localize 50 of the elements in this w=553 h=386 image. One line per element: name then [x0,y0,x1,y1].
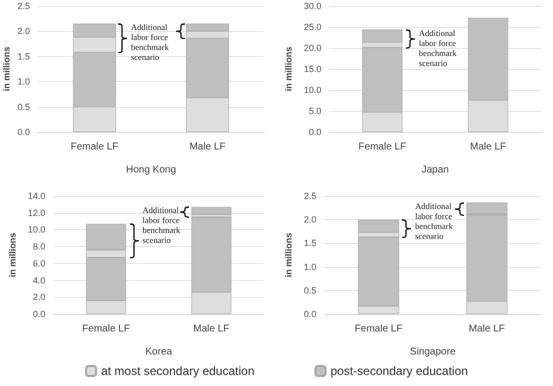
x-tick-label: Female LF [70,142,118,152]
y-tick-label: 0.0 [17,127,30,137]
y-tick-label: 2.0 [32,292,46,302]
x-tick-label: Male LF [193,324,230,334]
y-tick-label: 4.0 [32,275,46,286]
y-tick-label: 2.0 [304,214,316,225]
y-tick-label: 30.0 [304,1,322,11]
y-tick-label: 1.5 [17,51,30,62]
annotation: Additional labor force benchmark scenario [142,204,182,245]
x-axis-title: Korea [145,346,172,358]
legend-label: at most secondary education [101,364,254,378]
y-tick-label: 1.0 [17,76,30,87]
y-tick-label: 2.5 [304,191,316,201]
annotation: Additional labor force benchmark scenario [418,28,458,68]
y-tick-label: 5.0 [308,106,322,116]
annotation: Additional labor force benchmark scenario [415,200,454,241]
y-axis-title: in millions [284,46,294,92]
x-tick-label: Male LF [468,324,505,334]
x-axis-title: Hong Kong [126,164,176,176]
y-tick-label: 2.0 [17,26,30,36]
y-axis-title: in millions [8,232,18,278]
y-tick-label: 2.5 [17,1,30,11]
y-tick-label: 0.0 [32,309,46,319]
y-axis-title: in millions [284,232,294,278]
x-tick-label: Male LF [470,142,506,152]
y-tick-label: 20.0 [304,43,322,53]
y-axis-title: in millions [2,46,12,92]
y-tick-label: 0.5 [304,285,316,296]
y-tick-label: 10.0 [28,224,46,235]
x-tick-label: Male LF [189,142,226,152]
y-tick-label: 8.0 [32,242,46,252]
y-tick-label: 0.5 [17,102,30,112]
y-tick-label: 0.0 [308,127,322,137]
y-tick-label: 12.0 [28,208,46,218]
y-tick-label: 25.0 [304,22,322,32]
x-tick-label: Female LF [82,324,130,334]
legend-label: post-secondary education [330,364,468,378]
y-tick-label: 6.0 [32,258,46,268]
x-tick-label: Female LF [354,324,402,334]
y-tick-label: 1.0 [304,262,316,272]
y-tick-label: 10.0 [304,85,322,95]
y-tick-label: 0.0 [304,309,316,319]
y-tick-label: 1.5 [304,238,316,248]
y-tick-label: 15.0 [304,64,322,74]
x-axis-title: Japan [422,164,449,176]
bar [191,206,232,215]
annotation: Additional labor force benchmark scenario [130,22,170,62]
x-axis-title: Singapore [410,346,456,358]
y-tick-label: 14.0 [28,191,46,201]
x-tick-label: Female LF [358,142,406,152]
